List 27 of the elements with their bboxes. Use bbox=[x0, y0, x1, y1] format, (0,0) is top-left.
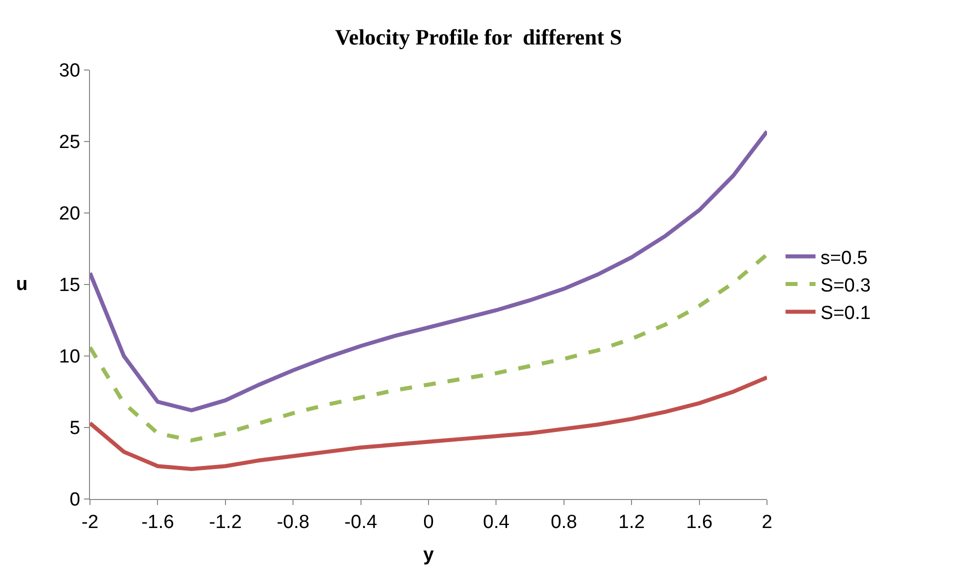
x-tick-label: 0.8 bbox=[550, 512, 578, 533]
line-series bbox=[90, 375, 767, 471]
x-axis-title: y bbox=[423, 544, 434, 566]
x-tick-label: -1.2 bbox=[209, 512, 242, 533]
legend-label: S=0.3 bbox=[820, 275, 871, 296]
y-tick-label: 25 bbox=[59, 132, 80, 154]
y-tick-label: 15 bbox=[59, 275, 80, 296]
x-tick-label: 1.2 bbox=[618, 512, 645, 533]
y-tick-label: 30 bbox=[59, 60, 80, 82]
y-tick-label: 10 bbox=[59, 346, 80, 368]
chart-title: Velocity Profile for different S bbox=[335, 24, 622, 50]
x-tick-label: -1.6 bbox=[141, 512, 174, 533]
line-series bbox=[90, 129, 767, 412]
y-tick-label: 5 bbox=[70, 418, 80, 440]
x-tick-label: -0.8 bbox=[276, 512, 310, 533]
x-tick-label: -0.4 bbox=[344, 512, 378, 533]
line-series bbox=[90, 252, 767, 442]
x-tick-label: 1.6 bbox=[686, 512, 713, 533]
x-tick-label: 0.4 bbox=[482, 512, 510, 533]
legend-label: s=0.5 bbox=[820, 248, 868, 269]
x-tick-label: 0 bbox=[423, 512, 434, 533]
legend-label: S=0.1 bbox=[820, 303, 871, 324]
x-tick-label: 2 bbox=[762, 512, 772, 533]
x-tick-label: -2 bbox=[82, 512, 98, 533]
y-tick-label: 0 bbox=[70, 490, 80, 511]
y-tick-label: 20 bbox=[59, 204, 80, 225]
y-axis-title: u bbox=[16, 274, 28, 295]
